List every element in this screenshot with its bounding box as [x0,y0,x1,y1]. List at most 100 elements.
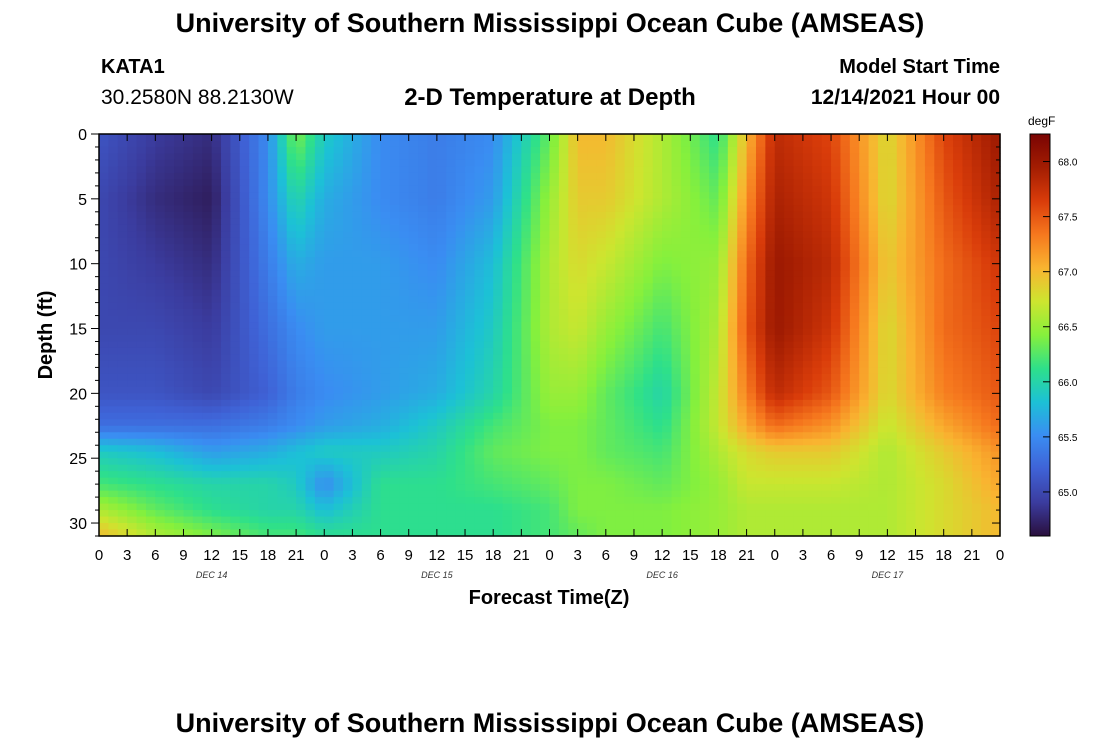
heatmap-cell [408,322,419,330]
heatmap-cell [314,179,325,187]
heatmap-cell [643,159,654,168]
heatmap-cell [446,192,457,200]
heatmap-cell [286,218,297,226]
heatmap-cell [558,270,569,278]
heatmap-cell [221,179,231,187]
heatmap-cell [953,146,964,155]
heatmap-cell [446,283,457,291]
heatmap-cell [587,159,598,168]
heatmap-cell [671,192,682,200]
heatmap-cell [802,347,813,356]
heatmap-cell [399,198,410,206]
heatmap-cell [605,445,616,453]
heatmap-cell [521,224,532,232]
heatmap-cell [267,244,278,252]
heatmap-cell [371,386,382,394]
heatmap-cell [145,438,156,446]
heatmap-cell [418,276,429,284]
heatmap-cell [971,172,982,180]
heatmap-cell [361,289,372,297]
heatmap-cell [352,373,363,381]
heatmap-cell [455,341,466,349]
heatmap-cell [671,386,682,394]
heatmap-cell [371,302,382,310]
heatmap-cell [793,328,804,336]
heatmap-cell [896,192,907,200]
heatmap-cell [765,328,776,336]
heatmap-cell [192,445,203,453]
heatmap-cell [483,328,494,336]
heatmap-cell [915,315,926,323]
heatmap-cell [746,185,757,193]
heatmap-cell [718,257,729,265]
heatmap-cell [943,367,954,375]
heatmap-cell [737,218,748,226]
heatmap-cell [230,412,241,420]
heatmap-cell [465,270,476,278]
heatmap-cell [558,458,569,466]
heatmap-cell [671,231,682,239]
heatmap-cell [502,464,513,472]
heatmap-cell [239,380,250,388]
heatmap-cell [924,153,935,161]
heatmap-cell [493,412,504,420]
heatmap-cell [333,328,344,336]
heatmap-cell [455,432,466,440]
heatmap-cell [343,315,354,323]
heatmap-cell [934,373,945,381]
heatmap-cell [361,257,372,265]
heatmap-cell [652,218,663,226]
heatmap-cell [99,451,109,459]
heatmap-cell [558,393,569,401]
heatmap-cell [727,159,738,168]
heatmap-cell [267,263,278,271]
heatmap-cell [877,172,888,180]
heatmap-cell [784,270,795,278]
heatmap-cell [352,438,363,446]
heatmap-cell [652,458,663,466]
heatmap-cell [915,185,926,193]
heatmap-cell [258,192,269,200]
heatmap-cell [230,302,241,310]
heatmap-cell [971,464,982,472]
heatmap-cell [380,224,391,232]
heatmap-cell [990,315,1001,323]
heatmap-cell [868,224,879,232]
heatmap-cell [127,179,138,187]
heatmap-cell [962,185,973,193]
heatmap-cell [493,172,504,180]
heatmap-cell [981,458,992,466]
heatmap-cell [981,185,992,193]
heatmap-cell [596,322,607,330]
heatmap-cell [530,464,541,472]
heatmap-cell [821,185,832,193]
heatmap-cell [896,399,907,407]
heatmap-cell [380,296,391,304]
heatmap-cell [249,263,260,271]
heatmap-cell [558,179,569,187]
heatmap-cell [577,367,588,375]
heatmap-cell [671,244,682,252]
heatmap-cell [718,263,729,271]
heatmap-cell [793,360,804,369]
heatmap-cell [887,276,898,284]
heatmap-cell [718,296,729,304]
heatmap-cell [896,406,907,414]
heatmap-cell [924,367,935,375]
heatmap-cell [221,354,231,362]
heatmap-cell [990,283,1001,291]
heatmap-cell [699,458,710,466]
heatmap-cell [746,179,757,187]
heatmap-cell [943,224,954,232]
heatmap-cell [352,257,363,265]
heatmap-cell [465,263,476,271]
heatmap-cell [680,218,691,226]
heatmap-cell [314,386,325,394]
heatmap-cell [352,328,363,336]
heatmap-cell [343,172,354,180]
heatmap-cell [605,283,616,291]
heatmap-cell [652,406,663,414]
heatmap-cell [343,134,354,142]
heatmap-cell [249,296,260,304]
heatmap-cell [361,276,372,284]
